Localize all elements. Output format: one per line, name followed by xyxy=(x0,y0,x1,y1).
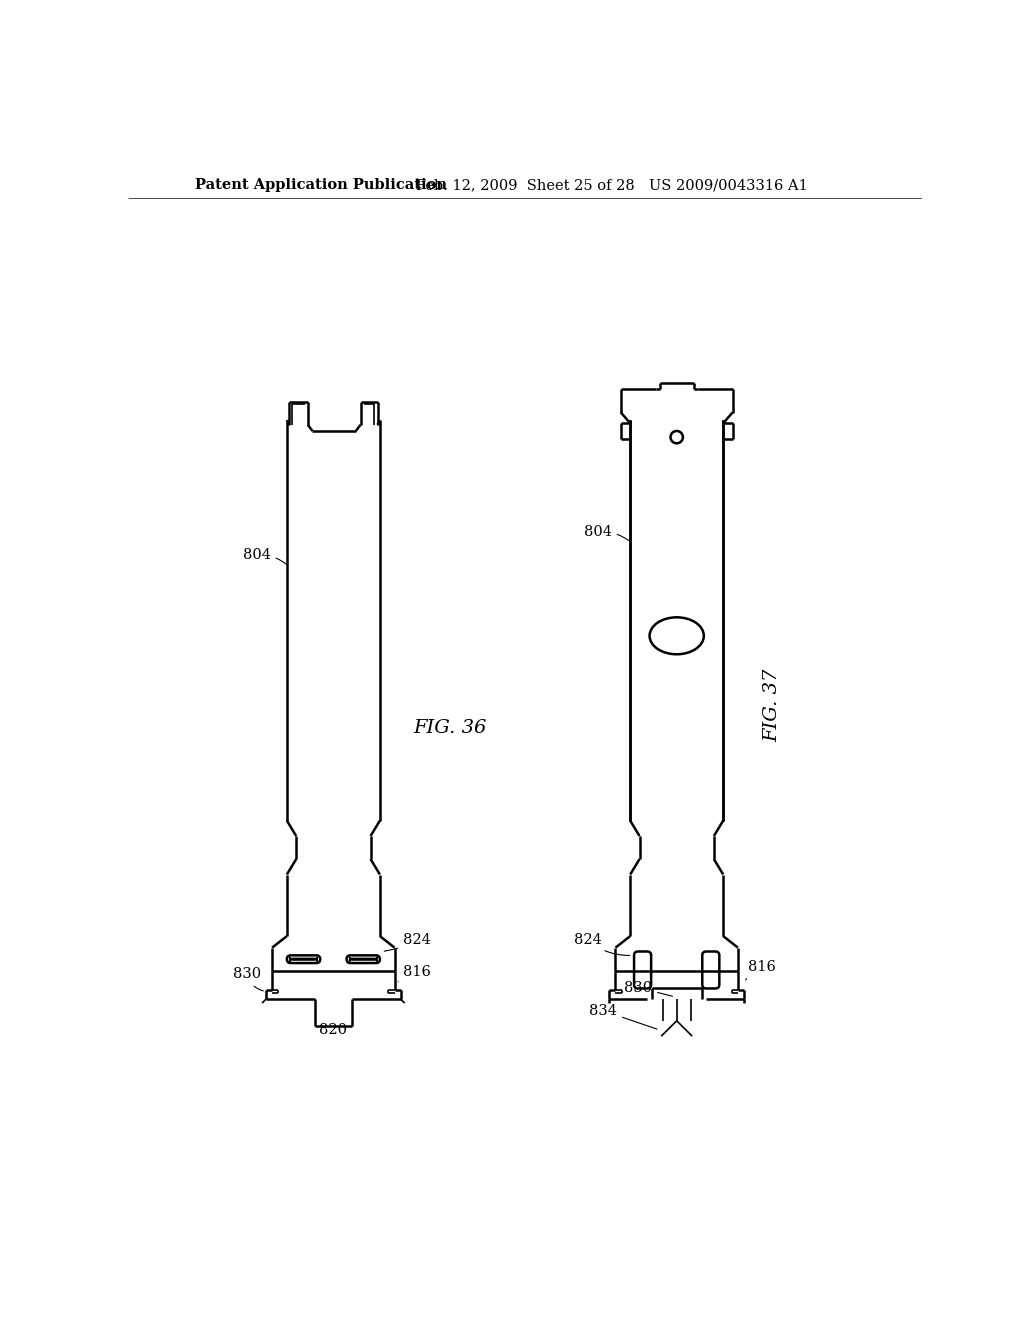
Text: 830: 830 xyxy=(232,968,263,991)
Text: 824: 824 xyxy=(384,933,431,952)
Text: 830: 830 xyxy=(624,981,673,997)
Text: 816: 816 xyxy=(398,965,431,982)
Text: 816: 816 xyxy=(745,960,776,979)
Text: FIG. 36: FIG. 36 xyxy=(414,719,486,737)
Text: 824: 824 xyxy=(573,933,630,956)
Text: 804: 804 xyxy=(584,525,631,541)
Text: US 2009/0043316 A1: US 2009/0043316 A1 xyxy=(649,178,808,193)
Text: FIG. 37: FIG. 37 xyxy=(764,668,781,742)
Text: 804: 804 xyxy=(243,548,287,565)
Text: Patent Application Publication: Patent Application Publication xyxy=(195,178,446,193)
Text: 820: 820 xyxy=(319,1023,347,1038)
Text: Feb. 12, 2009  Sheet 25 of 28: Feb. 12, 2009 Sheet 25 of 28 xyxy=(417,178,635,193)
Text: 834: 834 xyxy=(589,1003,657,1030)
